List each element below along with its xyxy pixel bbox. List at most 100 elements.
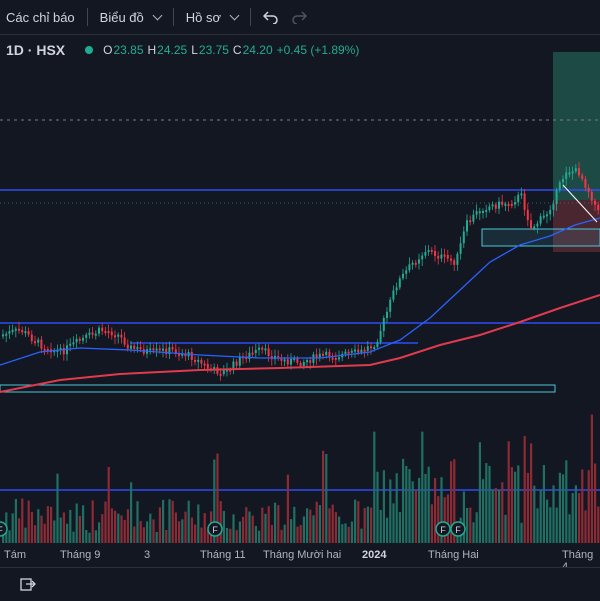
volume-bar xyxy=(571,493,574,543)
volume-bar xyxy=(280,529,283,543)
volume-bar xyxy=(443,497,446,543)
profile-dropdown[interactable]: Hồ sơ xyxy=(180,0,244,34)
low-key: L xyxy=(191,43,198,57)
open-value: 23.85 xyxy=(113,43,144,57)
candle-body xyxy=(155,348,158,351)
candle-body xyxy=(72,342,75,345)
chart-type-dropdown[interactable]: Biểu đồ xyxy=(94,0,167,34)
undo-button[interactable] xyxy=(257,0,285,34)
volume-bar xyxy=(581,469,584,543)
candle-body xyxy=(504,203,507,206)
candle-body xyxy=(590,191,593,201)
candle-body xyxy=(424,252,427,256)
time-axis-label: Tháng Mười hai xyxy=(263,549,342,561)
candle-body xyxy=(462,231,465,244)
candle-body xyxy=(133,345,136,349)
volume-bar xyxy=(213,459,216,543)
candle-body xyxy=(562,179,564,183)
volume-bar xyxy=(405,465,408,543)
volume-bar xyxy=(69,509,72,543)
volume-bar xyxy=(283,524,286,543)
candle-body xyxy=(344,351,347,354)
candle-body xyxy=(472,214,475,222)
volume-bar xyxy=(549,507,552,543)
candle-body xyxy=(149,348,152,351)
volume-bar xyxy=(206,529,209,543)
time-axis-label: Tháng 11 xyxy=(200,549,246,561)
time-axis-label: Tháng 9 xyxy=(60,549,101,561)
candle-body xyxy=(277,356,280,359)
volume-bar xyxy=(293,506,296,543)
volume-bar xyxy=(174,512,177,543)
candle-body xyxy=(389,299,392,312)
event-marker-label: F xyxy=(455,525,461,535)
volume-bar xyxy=(194,524,197,543)
volume-bar xyxy=(110,508,113,543)
candle-body xyxy=(408,264,411,271)
volume-bar xyxy=(43,523,46,543)
candle-body xyxy=(437,255,440,259)
volume-bar xyxy=(126,509,129,543)
volume-bar xyxy=(382,470,385,543)
candle-body xyxy=(498,201,500,209)
candle-body xyxy=(213,367,216,370)
volume-bar xyxy=(165,529,168,543)
volume-bar xyxy=(331,504,334,543)
candle-body xyxy=(43,348,46,351)
chevron-down-icon xyxy=(229,10,240,20)
candle-body xyxy=(322,353,324,356)
candle-body xyxy=(398,278,401,288)
volume-bar xyxy=(78,515,81,543)
redo-button[interactable] xyxy=(285,0,313,34)
replay-icon[interactable] xyxy=(20,576,36,592)
candle-body xyxy=(178,353,180,356)
candle-body xyxy=(293,358,296,361)
volume-bar xyxy=(498,489,501,543)
volume-bar xyxy=(82,505,85,543)
high-key: H xyxy=(147,43,157,57)
event-marker xyxy=(435,521,451,537)
candle-body xyxy=(507,203,510,206)
volume-bar xyxy=(21,498,24,543)
candle-body xyxy=(530,220,532,229)
candle-body xyxy=(254,349,257,354)
high-value: 24.25 xyxy=(157,43,188,57)
undo-icon xyxy=(263,11,278,24)
candle-body xyxy=(453,260,456,265)
time-axis-label: Tháng Hai xyxy=(428,549,479,561)
candle-body xyxy=(446,254,449,259)
volume-bar xyxy=(578,493,581,543)
indicators-button[interactable]: Các chỉ báo xyxy=(0,0,81,34)
candle-body xyxy=(421,255,424,260)
volume-bar xyxy=(322,450,325,543)
candle-body xyxy=(82,337,84,341)
symbol-label[interactable]: 1D · HSX xyxy=(6,42,66,58)
volume-bar xyxy=(261,507,264,543)
volume-bar xyxy=(197,504,200,543)
volume-bar xyxy=(584,510,587,543)
toolbar-divider xyxy=(86,8,88,26)
volume-bar xyxy=(251,515,254,543)
price-chart[interactable]: FFFF xyxy=(0,35,600,567)
volume-bar xyxy=(181,519,184,543)
volume-bar xyxy=(72,531,75,543)
volume-bar xyxy=(402,458,405,543)
candle-body xyxy=(354,349,356,352)
candle-body xyxy=(469,220,472,223)
candle-body xyxy=(379,330,382,343)
volume-bar xyxy=(510,467,513,543)
candle-body xyxy=(542,215,545,218)
candle-body xyxy=(328,351,331,358)
candle-body xyxy=(456,253,459,265)
volume-bar xyxy=(517,465,520,543)
candle-body xyxy=(85,334,88,338)
volume-bar xyxy=(536,508,539,543)
volume-bar xyxy=(523,435,526,543)
open-key: O xyxy=(103,43,113,57)
volume-bar xyxy=(14,499,17,543)
candle-body xyxy=(190,351,193,360)
candle-body xyxy=(181,353,184,356)
candle-body xyxy=(162,348,164,351)
volume-bar xyxy=(312,515,315,543)
candle-body xyxy=(485,210,488,213)
